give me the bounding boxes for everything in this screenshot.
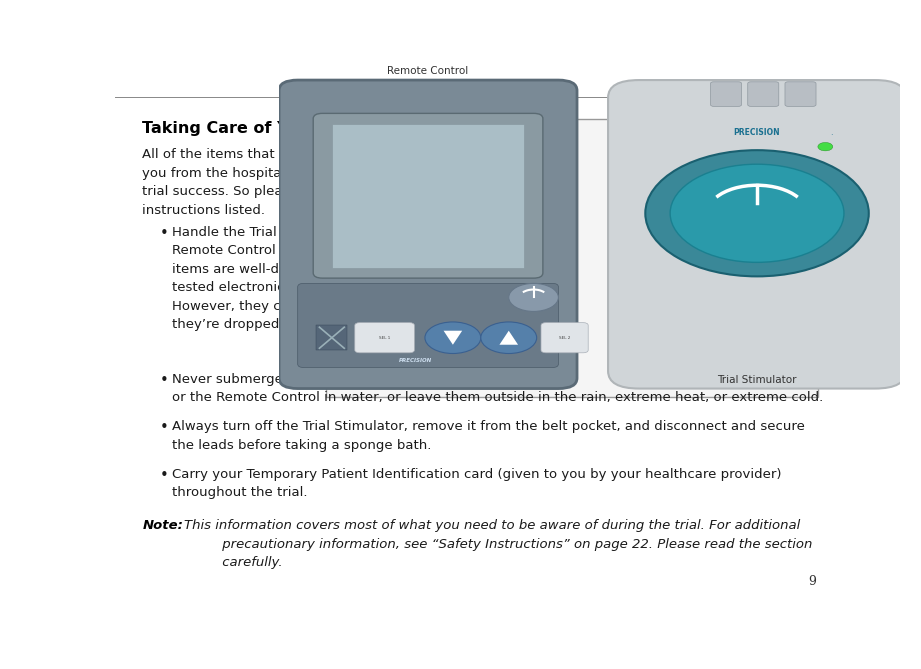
Text: Remote Control: Remote Control <box>388 66 469 76</box>
Text: 9: 9 <box>808 575 816 587</box>
Circle shape <box>481 322 537 353</box>
Text: This information covers most of what you need to be aware of during the trial. F: This information covers most of what you… <box>183 519 812 569</box>
Text: SEL 2: SEL 2 <box>559 336 570 340</box>
FancyBboxPatch shape <box>748 82 779 106</box>
Polygon shape <box>499 330 518 345</box>
Text: Using the Medical Equipment: Using the Medical Equipment <box>647 86 816 96</box>
Text: Handle the Trial Stimulator and the
Remote Control with care. These
items are we: Handle the Trial Stimulator and the Remo… <box>172 225 406 331</box>
Text: All of the items that were sent home with
you from the hospital are important to: All of the items that were sent home wit… <box>142 149 433 217</box>
FancyBboxPatch shape <box>313 113 542 278</box>
FancyBboxPatch shape <box>355 322 414 353</box>
Circle shape <box>646 150 869 276</box>
FancyBboxPatch shape <box>608 80 906 389</box>
FancyBboxPatch shape <box>297 284 558 367</box>
Text: Always turn off the Trial Stimulator, remove it from the belt pocket, and discon: Always turn off the Trial Stimulator, re… <box>172 420 805 452</box>
FancyBboxPatch shape <box>279 80 577 389</box>
Bar <box>326 119 818 397</box>
Bar <box>316 325 347 350</box>
Text: PRECISION: PRECISION <box>734 128 780 137</box>
Polygon shape <box>444 330 462 345</box>
Text: Note:: Note: <box>142 519 183 532</box>
FancyBboxPatch shape <box>710 82 741 106</box>
Circle shape <box>818 142 833 151</box>
Text: Never submerge the Trial Stimulator
or the Remote Control in water, or leave the: Never submerge the Trial Stimulator or t… <box>172 373 823 404</box>
Circle shape <box>670 164 844 262</box>
Text: Taking Care of Your Trial Equipment: Taking Care of Your Trial Equipment <box>142 122 466 136</box>
Text: Trial Stimulator: Trial Stimulator <box>717 375 797 385</box>
Text: •: • <box>160 468 169 482</box>
Text: Carry your Temporary Patient Identification card (given to you by your healthcar: Carry your Temporary Patient Identificat… <box>172 468 782 499</box>
Text: •: • <box>160 420 169 436</box>
Text: •: • <box>160 373 169 388</box>
Text: SEL 1: SEL 1 <box>379 336 391 340</box>
Bar <box>332 124 524 268</box>
FancyBboxPatch shape <box>541 322 589 353</box>
Text: PRECISION: PRECISION <box>399 358 432 363</box>
Text: •: • <box>160 225 169 241</box>
Circle shape <box>508 284 558 312</box>
Text: .: . <box>831 128 833 137</box>
Circle shape <box>425 322 481 353</box>
FancyBboxPatch shape <box>785 82 816 106</box>
